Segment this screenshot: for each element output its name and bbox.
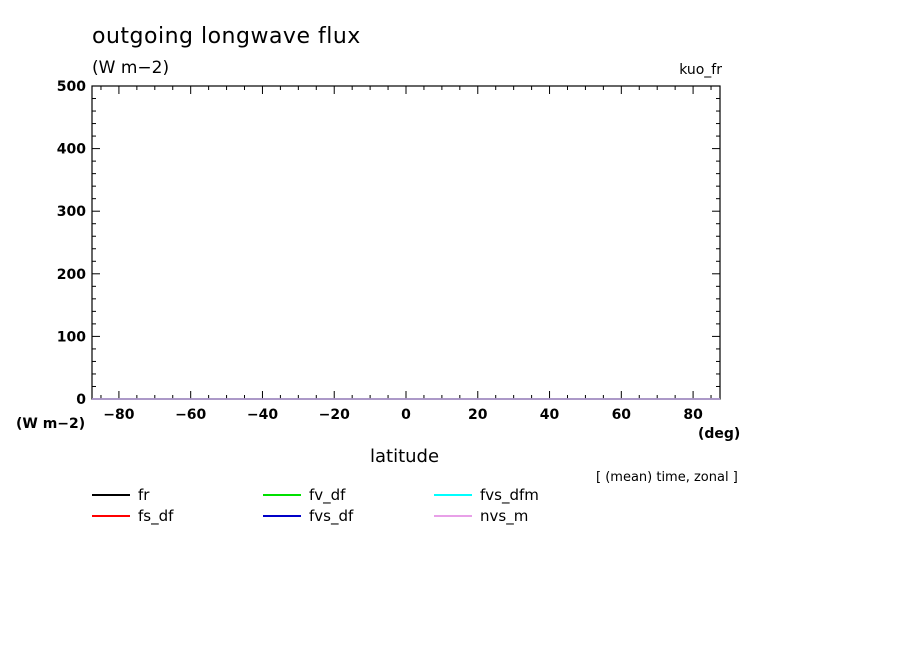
plot-frame: [91, 85, 721, 400]
y-tick-label: 100: [57, 329, 86, 345]
y-tick-label: 400: [57, 142, 86, 158]
legend-label: fvs_dfm: [480, 486, 539, 504]
x-tick-label: 0: [401, 407, 411, 423]
x-tick-label: −80: [103, 407, 134, 423]
legend-swatch: [263, 515, 301, 517]
x-axis-unit: (deg): [698, 426, 741, 442]
y-tick-label: 200: [57, 267, 86, 283]
x-tick-label: 80: [683, 407, 703, 423]
legend-swatch: [434, 515, 472, 517]
legend-swatch: [263, 494, 301, 496]
chart-subtitle: (W m−2): [92, 58, 170, 78]
x-tick-label: 20: [468, 407, 488, 423]
legend-swatch: [434, 494, 472, 496]
x-tick-label: −40: [247, 407, 278, 423]
y-tick-label: 500: [57, 79, 86, 95]
x-axis-label: latitude: [370, 446, 440, 467]
x-tick-label: 40: [540, 407, 560, 423]
x-tick-label: 60: [612, 407, 632, 423]
legend-label: fr: [138, 486, 150, 504]
legend-swatch: [92, 515, 130, 517]
legend-label: nvs_m: [480, 507, 529, 525]
y-tick-label: 0: [76, 392, 86, 408]
x-tick-label: −60: [175, 407, 206, 423]
chart-title: outgoing longwave flux: [92, 24, 361, 49]
y-axis-unit: (W m−2): [16, 416, 86, 432]
x-tick-label: −20: [319, 407, 350, 423]
legend-swatch: [92, 494, 130, 496]
legend-label: fvs_df: [309, 507, 354, 525]
legend-label: fv_df: [309, 486, 346, 504]
y-tick-label: 300: [57, 204, 86, 220]
legend-label: fs_df: [138, 507, 174, 525]
averaging-note: [ (mean) time, zonal ]: [596, 470, 738, 485]
run-label: kuo_fr: [679, 62, 722, 78]
